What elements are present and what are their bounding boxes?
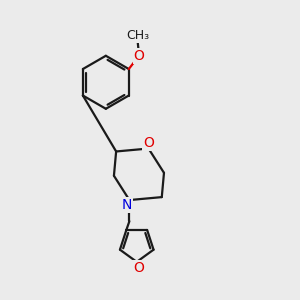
Text: CH₃: CH₃ — [126, 29, 149, 42]
Text: N: N — [121, 198, 132, 212]
Text: O: O — [143, 136, 154, 150]
Text: O: O — [133, 261, 144, 275]
Text: O: O — [134, 49, 145, 63]
